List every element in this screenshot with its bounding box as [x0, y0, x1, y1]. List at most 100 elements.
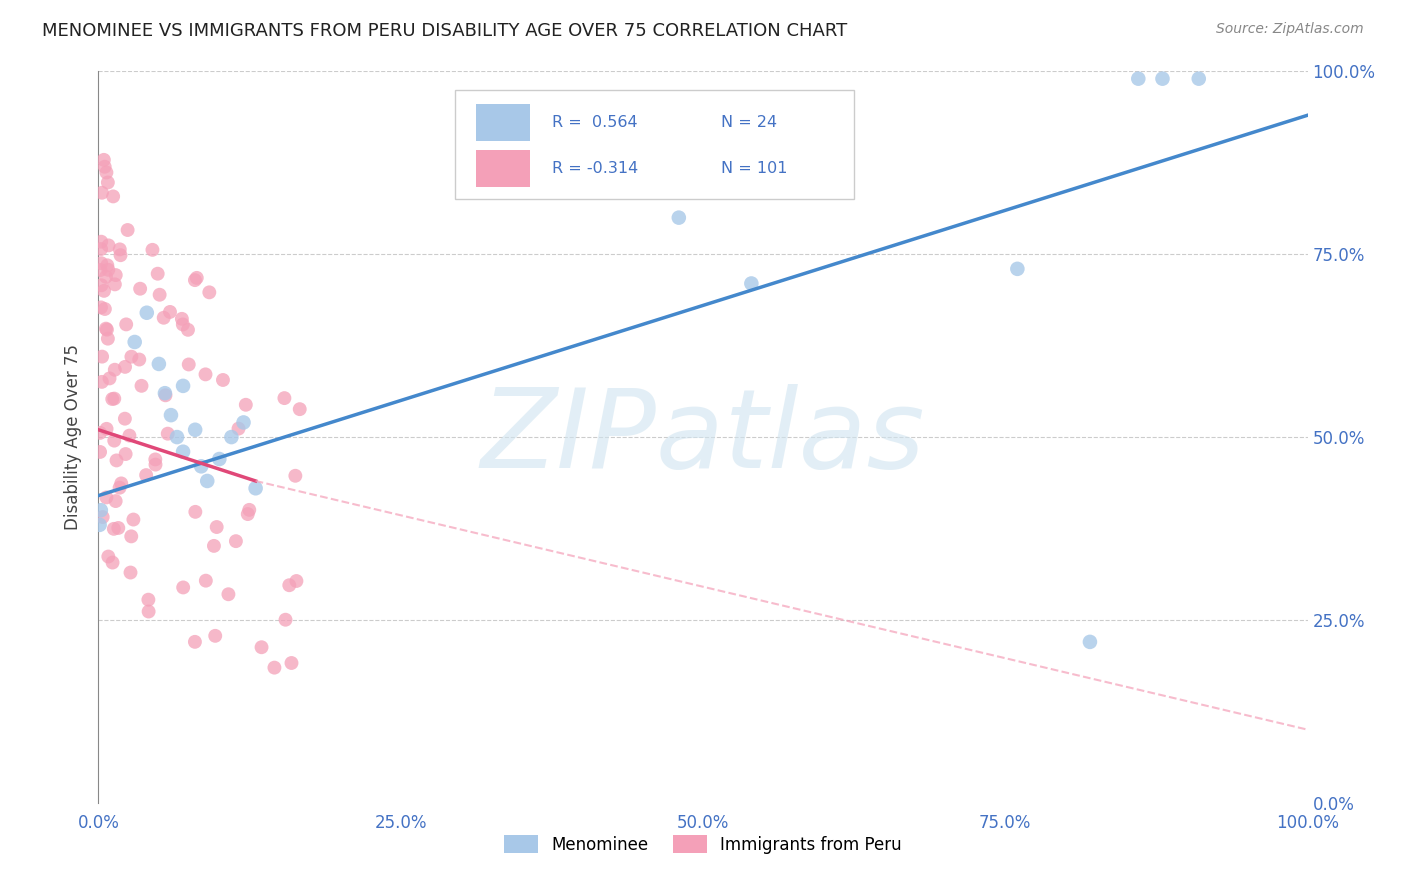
- Point: [236, 507, 259, 521]
- Point: [225, 534, 247, 549]
- Point: [90, 503, 112, 517]
- Text: N = 101: N = 101: [721, 161, 787, 176]
- Point: [217, 587, 239, 601]
- Point: [98, 371, 121, 385]
- Point: [184, 635, 207, 649]
- Point: [202, 539, 225, 553]
- Point: [94, 301, 117, 316]
- Point: [101, 392, 124, 406]
- Point: [160, 408, 183, 422]
- Point: [177, 323, 200, 337]
- Point: [93, 284, 115, 298]
- Point: [129, 282, 152, 296]
- Point: [172, 318, 194, 332]
- Point: [288, 402, 311, 417]
- Point: [118, 428, 141, 442]
- Point: [122, 512, 145, 526]
- Point: [155, 388, 177, 402]
- FancyBboxPatch shape: [456, 90, 855, 200]
- Point: [184, 423, 207, 437]
- Text: N = 24: N = 24: [721, 115, 778, 130]
- Point: [90, 256, 112, 270]
- Point: [90, 375, 112, 389]
- Point: [172, 444, 194, 458]
- Point: [149, 287, 172, 301]
- Point: [114, 359, 136, 374]
- FancyBboxPatch shape: [475, 104, 530, 141]
- Point: [97, 262, 120, 277]
- Point: [1128, 71, 1150, 86]
- Point: [89, 425, 111, 440]
- Point: [1007, 261, 1029, 276]
- Point: [186, 271, 208, 285]
- Point: [103, 434, 125, 448]
- Point: [198, 285, 221, 300]
- Point: [101, 556, 124, 570]
- Point: [94, 321, 117, 335]
- Point: [89, 263, 111, 277]
- Text: MENOMINEE VS IMMIGRANTS FROM PERU DISABILITY AGE OVER 75 CORRELATION CHART: MENOMINEE VS IMMIGRANTS FROM PERU DISABI…: [42, 22, 848, 40]
- Point: [740, 277, 762, 291]
- Point: [143, 452, 166, 467]
- Point: [159, 305, 181, 319]
- Point: [103, 392, 125, 406]
- Point: [148, 357, 170, 371]
- Point: [195, 474, 218, 488]
- Point: [120, 566, 142, 580]
- Point: [273, 391, 295, 405]
- Point: [1078, 635, 1101, 649]
- Point: [90, 278, 112, 293]
- Point: [166, 430, 188, 444]
- Point: [120, 529, 142, 543]
- Point: [285, 574, 308, 588]
- Point: [117, 223, 139, 237]
- Point: [172, 581, 194, 595]
- Point: [94, 269, 117, 284]
- Point: [170, 311, 193, 326]
- Point: [104, 363, 127, 377]
- Point: [1188, 71, 1211, 86]
- Point: [110, 476, 132, 491]
- Text: Source: ZipAtlas.com: Source: ZipAtlas.com: [1216, 22, 1364, 37]
- FancyBboxPatch shape: [475, 151, 530, 187]
- Point: [177, 358, 200, 372]
- Point: [278, 578, 301, 592]
- Point: [89, 445, 111, 459]
- Point: [153, 386, 176, 401]
- Text: R = -0.314: R = -0.314: [551, 161, 638, 176]
- Point: [124, 334, 146, 349]
- Point: [152, 310, 174, 325]
- Point: [138, 605, 160, 619]
- Point: [145, 458, 167, 472]
- Point: [280, 656, 302, 670]
- Point: [93, 153, 115, 167]
- Point: [172, 379, 194, 393]
- Point: [120, 350, 142, 364]
- Point: [208, 452, 231, 467]
- Point: [284, 468, 307, 483]
- Point: [91, 350, 114, 364]
- Point: [141, 243, 163, 257]
- Point: [1152, 71, 1174, 86]
- Point: [107, 521, 129, 535]
- Point: [105, 453, 128, 467]
- Text: R =  0.564: R = 0.564: [551, 115, 637, 130]
- Point: [205, 520, 228, 534]
- Point: [131, 379, 153, 393]
- Point: [263, 660, 285, 674]
- Point: [114, 447, 136, 461]
- Y-axis label: Disability Age Over 75: Disability Age Over 75: [65, 344, 83, 530]
- Point: [274, 613, 297, 627]
- Point: [184, 505, 207, 519]
- Point: [238, 503, 260, 517]
- Point: [110, 248, 132, 262]
- Point: [156, 426, 179, 441]
- Point: [96, 491, 118, 505]
- Text: ZIPatlas: ZIPatlas: [481, 384, 925, 491]
- Point: [96, 258, 118, 272]
- Point: [104, 494, 127, 508]
- Point: [184, 273, 207, 287]
- Point: [97, 176, 120, 190]
- Point: [221, 430, 243, 444]
- Point: [245, 481, 267, 495]
